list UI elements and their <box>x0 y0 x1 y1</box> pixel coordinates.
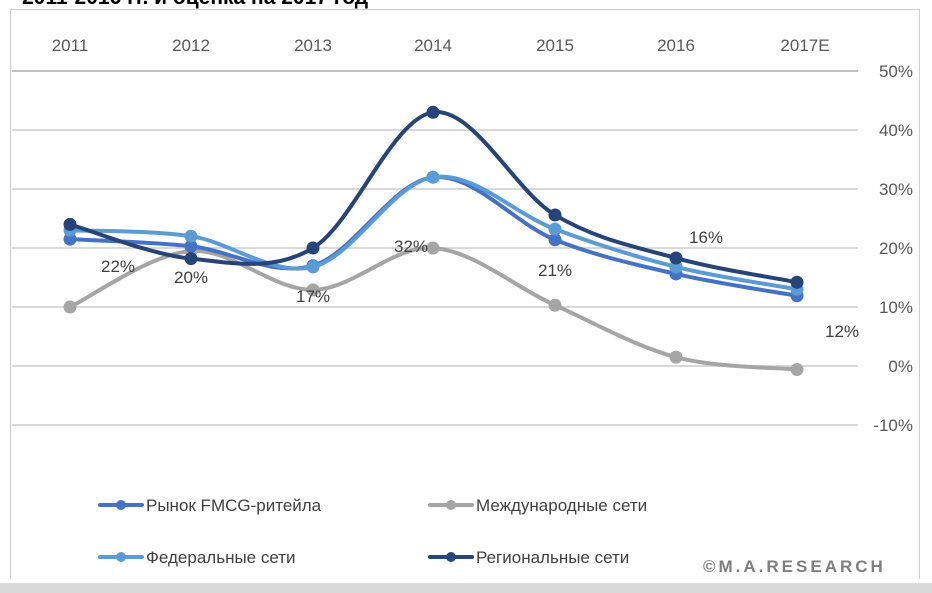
data-point <box>790 363 804 377</box>
data-point <box>184 239 198 253</box>
legend-item: Международные сети <box>428 496 647 515</box>
data-label: 16% <box>689 228 723 247</box>
chart-frame <box>10 9 920 579</box>
data-point <box>426 170 440 184</box>
x-tick-label: 2017E <box>780 36 829 55</box>
data-point <box>63 300 77 314</box>
legend-marker-icon <box>116 552 126 562</box>
data-label: 21% <box>538 261 572 280</box>
data-point <box>548 298 562 312</box>
x-tick-label: 2011 <box>52 36 89 55</box>
y-tick-label: 50% <box>879 62 913 81</box>
data-point <box>63 217 77 231</box>
data-label: 32% <box>394 237 428 256</box>
data-point <box>306 283 320 297</box>
x-tick-label: 2014 <box>414 36 452 55</box>
data-point <box>548 222 562 236</box>
legend-item: Федеральные сети <box>98 548 296 567</box>
data-point <box>548 208 562 222</box>
data-point <box>426 241 440 255</box>
legend-label: Федеральные сети <box>146 548 296 567</box>
watermark: ©M.A.RESEARCH <box>703 557 886 576</box>
data-point <box>548 233 562 247</box>
legend-marker-icon <box>116 500 126 510</box>
y-tick-label: 0% <box>888 357 913 376</box>
y-tick-label: -10% <box>873 416 913 435</box>
y-tick-label: 30% <box>879 180 913 199</box>
x-tick-label: 2013 <box>294 36 332 55</box>
series-line <box>68 245 799 372</box>
x-tick-label: 2016 <box>657 36 695 55</box>
y-tick-label: 40% <box>879 121 913 140</box>
data-point <box>184 229 198 243</box>
legend-marker-icon <box>446 552 456 562</box>
series-3 <box>63 105 804 289</box>
data-label: 20% <box>174 268 208 287</box>
data-point <box>426 105 440 119</box>
data-point <box>184 252 198 266</box>
data-point <box>306 241 320 255</box>
x-tick-label: 2015 <box>536 36 574 55</box>
data-point <box>306 260 320 274</box>
legend-label: Региональные сети <box>476 548 629 567</box>
data-point <box>790 275 804 289</box>
data-point <box>669 251 683 265</box>
series-line <box>68 110 799 285</box>
chart-title: 2011-2016 гг. и оценка на 2017 год <box>22 0 368 10</box>
y-tick-label: 10% <box>879 298 913 317</box>
legend-label: Международные сети <box>476 496 647 515</box>
data-label: 17% <box>296 287 330 306</box>
data-label: 22% <box>101 257 135 276</box>
data-point <box>669 350 683 364</box>
legend-item: Региональные сети <box>428 548 629 567</box>
legend-item: Рынок FMCG-ритейла <box>98 496 322 515</box>
x-tick-label: 2012 <box>172 36 210 55</box>
y-tick-label: 20% <box>879 239 913 258</box>
legend-marker-icon <box>446 500 456 510</box>
legend-label: Рынок FMCG-ритейла <box>146 496 322 515</box>
bottom-divider <box>0 583 932 593</box>
data-label: 12% <box>825 322 859 341</box>
